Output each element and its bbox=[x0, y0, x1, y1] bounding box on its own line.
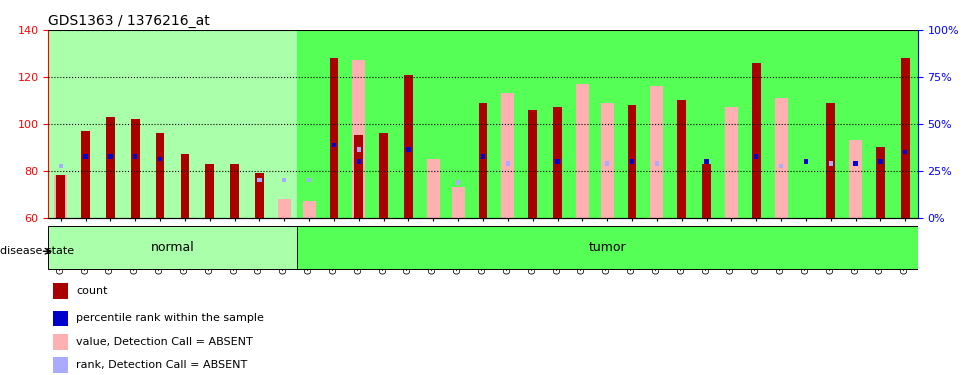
Bar bbox=[257, 178, 262, 182]
Bar bbox=[576, 84, 589, 218]
Bar bbox=[230, 164, 239, 218]
Bar bbox=[404, 75, 412, 217]
Bar bbox=[53, 284, 69, 299]
Bar bbox=[849, 140, 862, 218]
Text: rank, Detection Call = ABSENT: rank, Detection Call = ABSENT bbox=[76, 360, 247, 370]
Bar bbox=[331, 142, 336, 147]
Bar bbox=[903, 150, 907, 154]
Bar bbox=[106, 117, 115, 218]
Bar bbox=[754, 154, 758, 159]
Bar bbox=[677, 100, 686, 218]
Bar bbox=[630, 159, 635, 164]
Text: count: count bbox=[76, 286, 107, 296]
Bar bbox=[554, 107, 562, 218]
Bar bbox=[48, 30, 297, 217]
Bar bbox=[181, 154, 189, 218]
Text: value, Detection Call = ABSENT: value, Detection Call = ABSENT bbox=[76, 337, 253, 347]
Bar bbox=[297, 30, 918, 217]
Bar bbox=[59, 164, 63, 168]
Bar bbox=[157, 157, 162, 161]
Bar bbox=[53, 357, 69, 373]
Bar bbox=[724, 107, 738, 218]
Bar bbox=[282, 178, 287, 182]
Bar bbox=[878, 159, 883, 164]
Bar bbox=[704, 159, 709, 164]
Text: GDS1363 / 1376216_at: GDS1363 / 1376216_at bbox=[48, 13, 210, 28]
Bar bbox=[53, 334, 69, 350]
Bar bbox=[702, 164, 711, 218]
Bar bbox=[505, 161, 510, 166]
Bar bbox=[353, 60, 365, 217]
Bar bbox=[479, 103, 488, 218]
Bar bbox=[329, 58, 338, 217]
Bar bbox=[206, 164, 214, 218]
Bar bbox=[752, 63, 760, 217]
Bar bbox=[56, 176, 65, 217]
Bar bbox=[302, 201, 316, 217]
Bar bbox=[827, 103, 836, 218]
Bar bbox=[779, 164, 783, 168]
Bar bbox=[356, 159, 361, 164]
Bar bbox=[427, 159, 440, 218]
Bar bbox=[655, 161, 659, 166]
Bar bbox=[133, 154, 137, 159]
Bar bbox=[829, 161, 833, 166]
Bar bbox=[380, 133, 388, 218]
Bar bbox=[156, 133, 164, 218]
Bar bbox=[81, 131, 90, 218]
Bar bbox=[53, 310, 69, 326]
Bar bbox=[628, 105, 637, 218]
Bar bbox=[605, 161, 610, 166]
Bar bbox=[601, 103, 613, 218]
Bar bbox=[555, 159, 559, 164]
Bar bbox=[355, 135, 363, 218]
Bar bbox=[452, 187, 465, 218]
Bar bbox=[501, 93, 514, 218]
Bar bbox=[555, 159, 559, 164]
Text: tumor: tumor bbox=[588, 241, 626, 254]
Bar bbox=[528, 110, 537, 218]
Bar bbox=[901, 58, 910, 217]
Text: normal: normal bbox=[151, 241, 194, 254]
Bar bbox=[481, 154, 485, 159]
Bar bbox=[876, 147, 885, 218]
Bar bbox=[853, 161, 858, 166]
Bar bbox=[83, 154, 88, 159]
Bar bbox=[650, 86, 664, 218]
Bar bbox=[804, 159, 809, 164]
Bar bbox=[297, 226, 918, 269]
Bar bbox=[54, 176, 68, 217]
Bar bbox=[278, 199, 291, 217]
Bar bbox=[456, 180, 461, 185]
Bar bbox=[108, 154, 113, 159]
Bar bbox=[775, 98, 787, 218]
Bar bbox=[48, 226, 297, 269]
Bar bbox=[131, 119, 140, 218]
Bar bbox=[407, 147, 411, 152]
Bar bbox=[255, 173, 264, 217]
Text: disease state: disease state bbox=[0, 246, 74, 256]
Bar bbox=[307, 178, 311, 182]
Text: percentile rank within the sample: percentile rank within the sample bbox=[76, 314, 264, 324]
Bar bbox=[356, 147, 361, 152]
